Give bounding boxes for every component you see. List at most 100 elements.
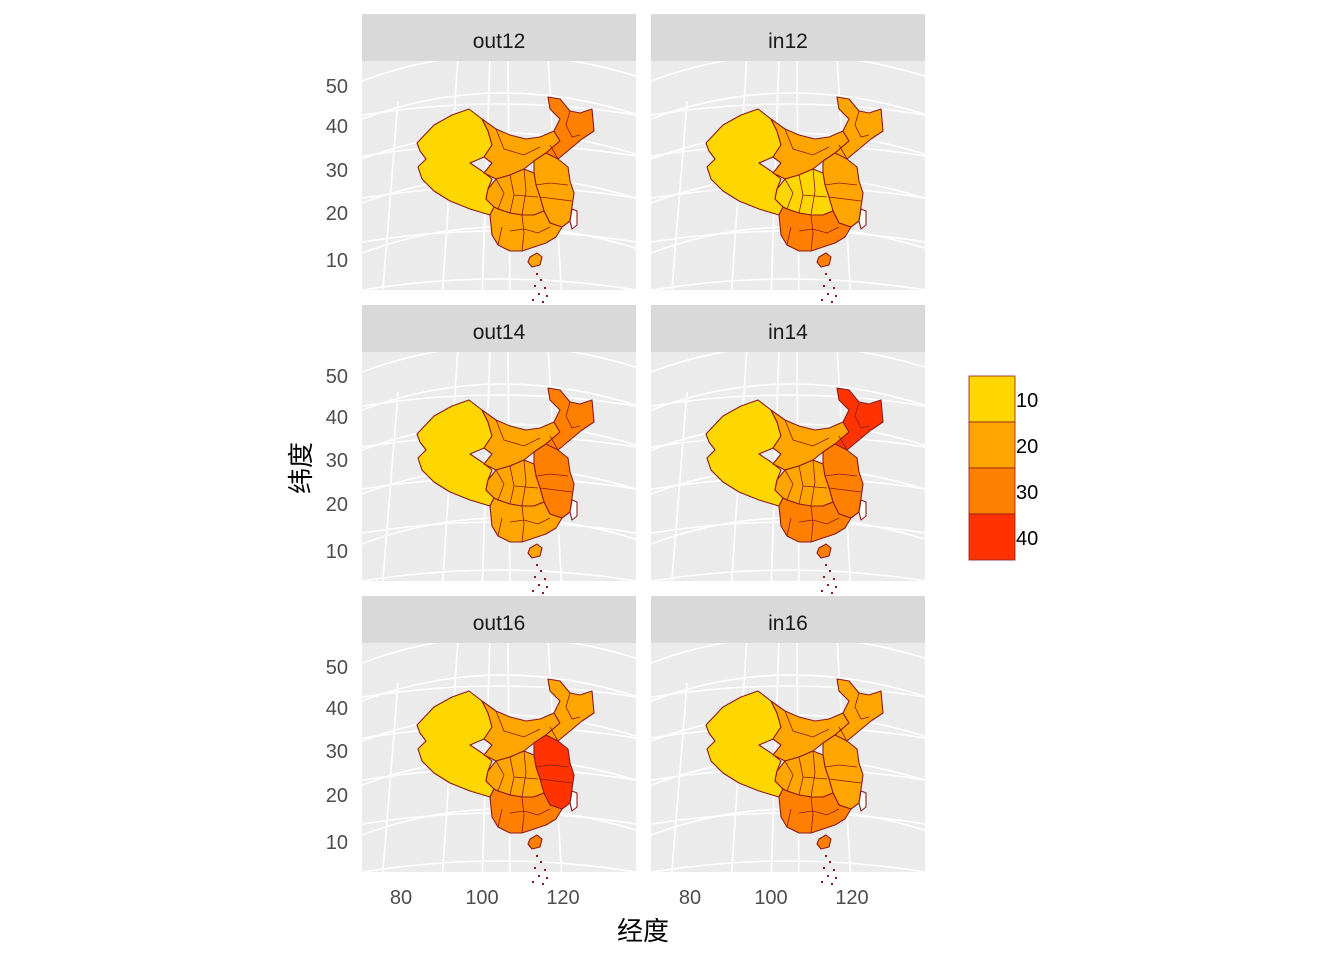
province-border xyxy=(565,692,581,720)
facet-strip-label: out12 xyxy=(473,30,526,53)
facet-panel-in12: in12 xyxy=(651,14,925,303)
province-border xyxy=(784,178,794,210)
island-dot xyxy=(542,301,544,303)
facet-strip-label: in14 xyxy=(768,321,808,344)
island-dot xyxy=(829,279,831,281)
x-axis-title: 经度 xyxy=(617,917,669,947)
map-plot-area xyxy=(362,643,636,885)
parallel-line xyxy=(651,569,925,581)
parallel-line xyxy=(362,278,636,290)
province-border xyxy=(784,710,830,738)
facet-strip xyxy=(362,14,636,61)
province-border xyxy=(810,796,814,834)
province-borders xyxy=(495,692,581,834)
island-dot xyxy=(825,855,827,857)
region-hn xyxy=(816,834,832,850)
region-tw xyxy=(569,208,578,230)
y-tick-label: 10 xyxy=(326,832,348,854)
graticule xyxy=(651,352,925,581)
province-border xyxy=(838,726,848,742)
island-dot xyxy=(835,295,837,297)
island-dot xyxy=(833,287,835,289)
province-border xyxy=(513,485,539,489)
parallel-line xyxy=(362,674,636,702)
x-tick-label: 80 xyxy=(679,887,701,909)
province-border xyxy=(495,710,541,738)
legend-key xyxy=(968,421,1016,469)
x-tick-label: 80 xyxy=(390,887,412,909)
facet-strip xyxy=(651,14,925,61)
island-dot xyxy=(829,570,831,572)
province-border xyxy=(495,178,505,210)
parallel-line xyxy=(651,685,925,699)
province-border xyxy=(509,226,551,234)
island-dot xyxy=(833,869,835,871)
province-border xyxy=(549,435,559,451)
province-border xyxy=(802,485,828,489)
islands xyxy=(821,855,837,885)
province-border xyxy=(535,764,569,768)
island-dot xyxy=(542,883,544,885)
island-dot xyxy=(536,273,538,275)
island-dot xyxy=(534,576,536,578)
legend-label: 30 xyxy=(1016,482,1038,504)
x-tick-label: 120 xyxy=(835,887,868,909)
y-axis-row-2: 50 40 30 20 10 xyxy=(326,366,348,563)
province-border xyxy=(539,487,573,493)
y-tick-label: 30 xyxy=(326,741,348,763)
island-dot xyxy=(823,867,825,869)
parallel-line xyxy=(651,61,925,82)
region-n xyxy=(481,700,561,762)
province-border xyxy=(838,144,848,160)
china-map xyxy=(705,96,884,303)
fill-legend: 10 20 30 40 xyxy=(968,375,1038,561)
parallel-line xyxy=(651,92,925,120)
province-border xyxy=(495,419,541,447)
province-border xyxy=(828,487,862,493)
island-dot xyxy=(825,564,827,566)
facet-strip-label: in16 xyxy=(768,612,808,635)
island-dot xyxy=(827,875,829,877)
island-dot xyxy=(833,578,835,580)
province-border xyxy=(565,401,581,429)
y-tick-label: 30 xyxy=(326,160,348,182)
china-map xyxy=(416,678,595,885)
china-map xyxy=(705,678,884,885)
province-border xyxy=(784,469,794,501)
meridian-line xyxy=(382,391,399,581)
island-dot xyxy=(538,584,540,586)
x-axis-col-1: 80 100 120 xyxy=(390,887,580,909)
province-border xyxy=(810,168,816,216)
parallel-line xyxy=(362,569,636,581)
province-border xyxy=(838,435,848,451)
island-dot xyxy=(831,592,833,594)
province-border xyxy=(539,196,573,202)
province-border xyxy=(521,505,525,543)
parallel-line xyxy=(651,674,925,702)
x-tick-label: 100 xyxy=(465,887,498,909)
meridian-line xyxy=(671,100,688,290)
region-tw xyxy=(569,790,578,812)
legend-label: 20 xyxy=(1016,436,1038,458)
province-border xyxy=(786,517,792,537)
island-dot xyxy=(546,586,548,588)
island-dot xyxy=(536,855,538,857)
province-border xyxy=(535,473,569,477)
province-borders xyxy=(784,401,870,543)
province-border xyxy=(824,182,858,186)
y-tick-label: 20 xyxy=(326,494,348,516)
parallel-line xyxy=(362,685,636,699)
parallel-line xyxy=(362,352,636,373)
province-border xyxy=(854,110,870,138)
island-dot xyxy=(532,881,534,883)
islands xyxy=(532,564,548,594)
region-s xyxy=(489,497,563,543)
island-dot xyxy=(544,287,546,289)
parallel-line xyxy=(651,352,925,373)
region-tw xyxy=(858,208,867,230)
region-s xyxy=(489,206,563,252)
y-axis-row-3: 50 40 30 20 10 xyxy=(326,657,348,854)
province-borders xyxy=(784,110,870,252)
island-dot xyxy=(827,293,829,295)
